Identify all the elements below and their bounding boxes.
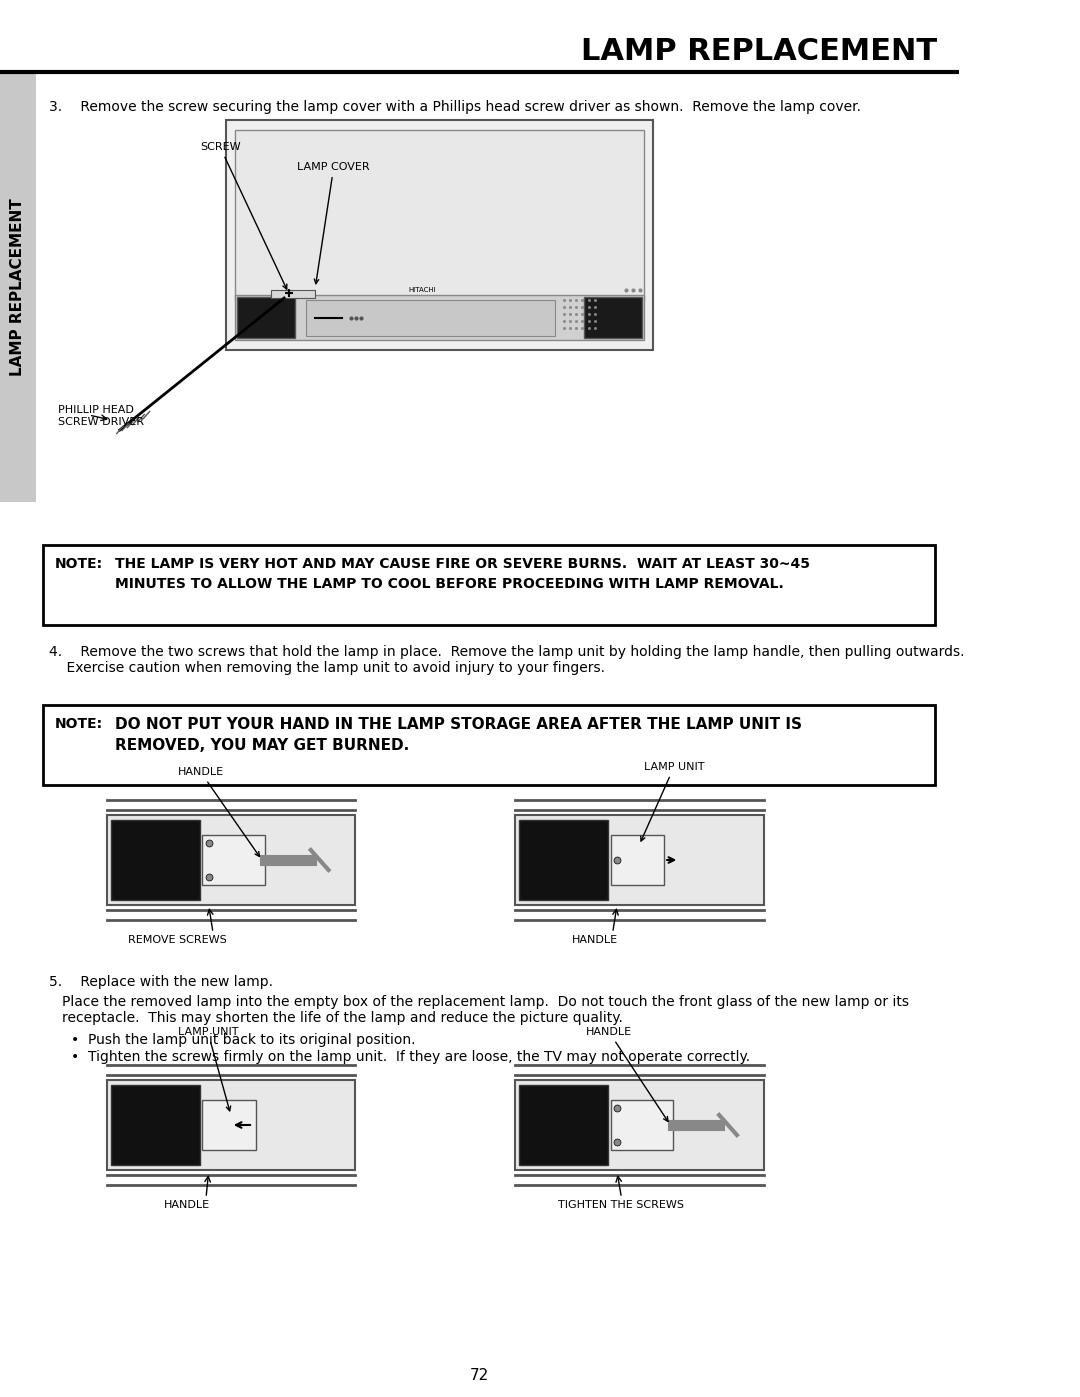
Text: REMOVE SCREWS: REMOVE SCREWS xyxy=(129,935,227,944)
Text: HANDLE: HANDLE xyxy=(163,1200,210,1210)
Text: LAMP REPLACEMENT: LAMP REPLACEMENT xyxy=(581,38,936,67)
Bar xyxy=(235,295,644,339)
Text: HITACHI: HITACHI xyxy=(408,286,435,293)
Bar xyxy=(202,1099,256,1150)
Text: SCREW: SCREW xyxy=(200,142,287,289)
Bar xyxy=(515,814,764,905)
Text: HANDLE: HANDLE xyxy=(586,1027,667,1122)
Bar xyxy=(237,298,295,338)
Bar xyxy=(611,1099,673,1150)
Bar xyxy=(107,1080,355,1171)
Text: 4.  Remove the two screws that hold the lamp in place.  Remove the lamp unit by : 4. Remove the two screws that hold the l… xyxy=(49,645,964,675)
Bar xyxy=(611,835,664,886)
Bar xyxy=(584,298,642,338)
Text: LAMP UNIT: LAMP UNIT xyxy=(177,1027,238,1111)
Text: LAMP REPLACEMENT: LAMP REPLACEMENT xyxy=(10,198,25,376)
Text: Place the removed lamp into the empty box of the replacement lamp.  Do not touch: Place the removed lamp into the empty bo… xyxy=(63,995,909,1025)
Bar xyxy=(227,120,652,351)
Bar xyxy=(271,291,315,298)
Text: NOTE:: NOTE: xyxy=(55,717,104,731)
Bar xyxy=(42,705,935,785)
Bar xyxy=(235,130,644,300)
Text: THE LAMP IS VERY HOT AND MAY CAUSE FIRE OR SEVERE BURNS.  WAIT AT LEAST 30~45
MI: THE LAMP IS VERY HOT AND MAY CAUSE FIRE … xyxy=(116,557,810,591)
Text: •  Push the lamp unit back to its original position.: • Push the lamp unit back to its origina… xyxy=(71,1032,416,1046)
Bar xyxy=(111,820,200,900)
Text: DO NOT PUT YOUR HAND IN THE LAMP STORAGE AREA AFTER THE LAMP UNIT IS
REMOVED, YO: DO NOT PUT YOUR HAND IN THE LAMP STORAGE… xyxy=(116,717,802,753)
Text: NOTE:: NOTE: xyxy=(55,557,104,571)
Bar xyxy=(519,820,608,900)
Text: LAMP UNIT: LAMP UNIT xyxy=(640,761,704,841)
Text: •  Tighten the screws firmly on the lamp unit.  If they are loose, the TV may no: • Tighten the screws firmly on the lamp … xyxy=(71,1051,751,1065)
Bar xyxy=(515,1080,764,1171)
Bar xyxy=(111,1085,200,1165)
Text: TIGHTEN THE SCREWS: TIGHTEN THE SCREWS xyxy=(558,1200,685,1210)
Text: HANDLE: HANDLE xyxy=(571,935,618,944)
Bar xyxy=(0,73,36,502)
Text: PHILLIP HEAD
SCREW DRIVER: PHILLIP HEAD SCREW DRIVER xyxy=(57,405,144,426)
Bar xyxy=(519,1085,608,1165)
Bar xyxy=(307,300,555,337)
Bar xyxy=(202,835,265,886)
Bar xyxy=(42,545,935,624)
Bar xyxy=(107,814,355,905)
Text: 5.  Replace with the new lamp.: 5. Replace with the new lamp. xyxy=(49,975,273,989)
Text: HANDLE: HANDLE xyxy=(177,767,259,856)
Text: 3.  Remove the screw securing the lamp cover with a Phillips head screw driver a: 3. Remove the screw securing the lamp co… xyxy=(49,101,861,115)
Text: 72: 72 xyxy=(470,1368,489,1383)
Text: LAMP COVER: LAMP COVER xyxy=(297,162,370,284)
